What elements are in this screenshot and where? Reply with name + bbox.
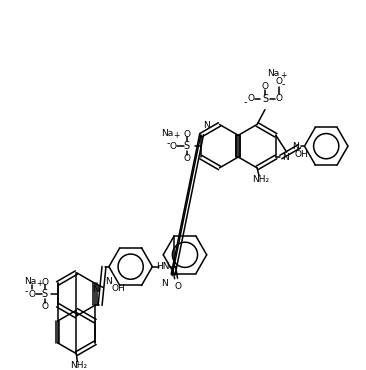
Text: O: O <box>41 302 48 311</box>
Text: N: N <box>292 142 299 151</box>
Text: N: N <box>161 279 168 288</box>
Text: S: S <box>42 289 48 299</box>
Text: O: O <box>175 282 182 291</box>
Text: Na: Na <box>161 129 173 138</box>
Text: O: O <box>261 83 269 91</box>
Text: O: O <box>183 154 190 162</box>
Text: -: - <box>24 286 28 296</box>
Text: O: O <box>275 94 282 103</box>
Text: N: N <box>92 285 98 295</box>
Text: O: O <box>183 130 190 139</box>
Text: O: O <box>41 278 48 287</box>
Text: +: + <box>37 279 43 288</box>
Text: Na: Na <box>267 68 279 78</box>
Text: NH₂: NH₂ <box>70 361 87 370</box>
Text: S: S <box>184 141 190 151</box>
Text: N: N <box>282 152 289 162</box>
Text: N: N <box>105 278 112 286</box>
Text: +: + <box>281 71 287 80</box>
Text: OH: OH <box>295 149 308 159</box>
Text: -: - <box>282 79 285 89</box>
Text: NH₂: NH₂ <box>253 175 270 184</box>
Text: O: O <box>248 94 255 103</box>
Text: O: O <box>169 142 176 151</box>
Text: O: O <box>275 77 282 87</box>
Text: -: - <box>243 97 247 107</box>
Text: -: - <box>166 138 170 148</box>
Text: OH: OH <box>112 284 126 293</box>
Text: Na: Na <box>24 277 36 286</box>
Text: S: S <box>262 94 268 104</box>
Text: +: + <box>173 131 179 140</box>
Text: HN: HN <box>157 262 170 271</box>
Text: O: O <box>28 290 36 299</box>
Text: N: N <box>203 121 210 130</box>
